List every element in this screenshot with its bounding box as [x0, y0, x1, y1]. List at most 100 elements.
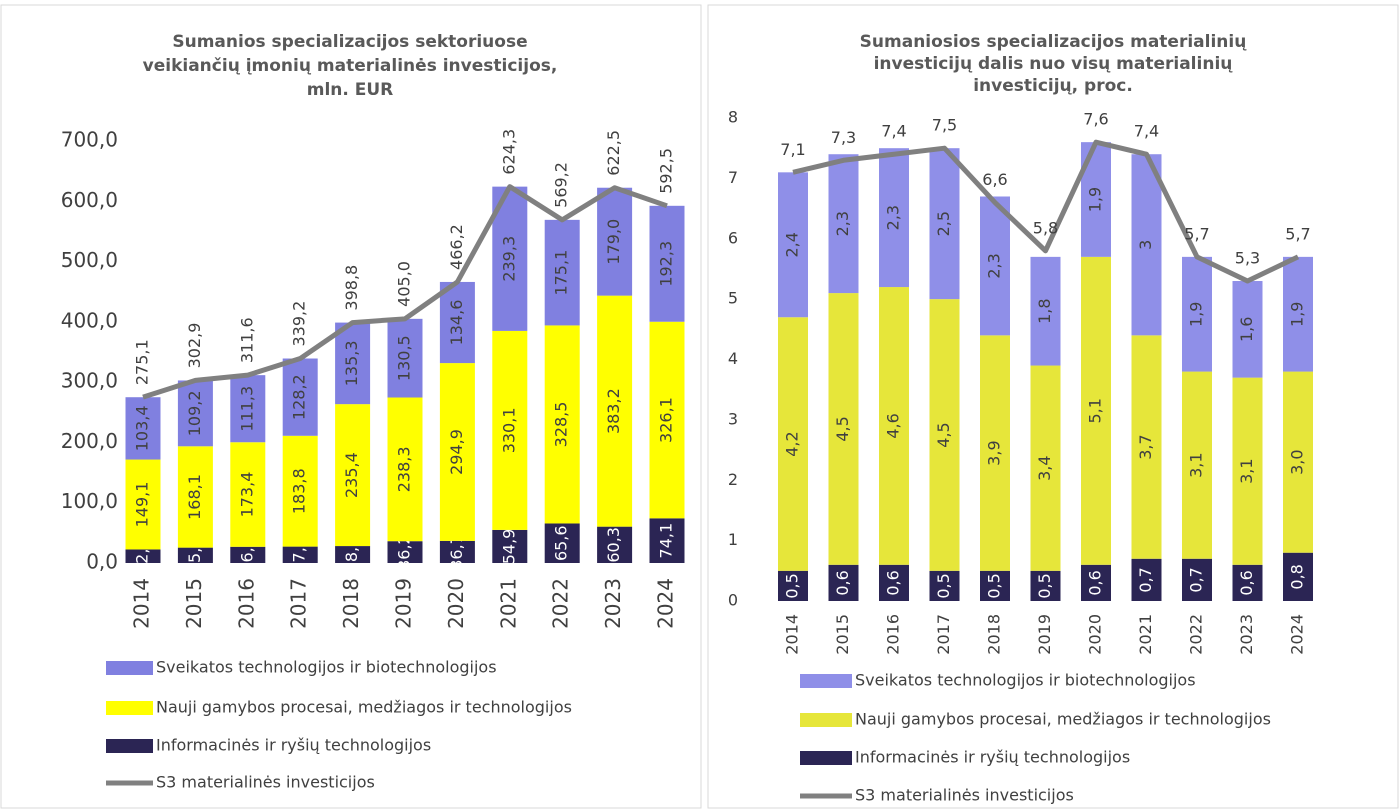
bar-segment	[929, 148, 960, 300]
data-label: 149,1	[133, 482, 152, 528]
bar-segment	[1283, 256, 1313, 372]
legend-label: S3 materialinės investicijos	[855, 786, 1074, 805]
data-label: 2,3	[884, 205, 903, 230]
bar-segment	[649, 205, 685, 322]
bar-segment	[828, 293, 859, 565]
y-tick-label: 500,0	[61, 248, 118, 272]
legend-label: Sveikatos technologijos ir biotechnologi…	[855, 671, 1196, 690]
bar-segment	[439, 363, 475, 541]
line-label: 466,2	[447, 224, 466, 270]
data-label: 0,6	[1086, 570, 1105, 595]
bar-segment	[778, 317, 808, 571]
data-label: 183,8	[290, 468, 309, 514]
x-tick-label: 2023	[601, 578, 625, 629]
x-tick-label: 2019	[392, 578, 416, 629]
chart-title: investicijų dalis nuo visų materialinių	[874, 54, 1234, 74]
data-label: 5,1	[1086, 398, 1105, 423]
bar-segment	[544, 325, 580, 524]
line-label: 7,6	[1083, 110, 1108, 129]
bar-segment	[778, 172, 808, 318]
x-tick-label: 2019	[1035, 614, 1054, 655]
bar-segment	[929, 570, 960, 601]
bar-segment	[1283, 552, 1313, 601]
y-tick-label: 100,0	[61, 489, 118, 513]
bar-segment	[1232, 377, 1263, 565]
chart-title: veikiančių įmonių materialinės investici…	[143, 56, 558, 76]
bar-segment	[282, 358, 318, 436]
bar-segment	[335, 404, 371, 547]
bar-segment	[649, 518, 685, 563]
data-label: 2,4	[783, 232, 802, 257]
data-label: 1,9	[1288, 301, 1307, 326]
bar-segment	[1131, 335, 1162, 559]
bar-segment	[1081, 564, 1111, 601]
data-label: 238,3	[395, 446, 414, 492]
bar-segment	[879, 287, 909, 565]
legend-swatch	[106, 701, 153, 715]
chart-title: investicijų, proc.	[973, 76, 1133, 96]
data-label: 175,1	[552, 250, 571, 296]
bar-segment	[1131, 154, 1162, 336]
line-label: 5,7	[1184, 224, 1209, 243]
chart-title: mln. EUR	[307, 80, 394, 100]
bar-segment	[282, 546, 318, 563]
line-label: 7,4	[1134, 122, 1159, 141]
bar-segment	[387, 397, 423, 542]
x-tick-label: 2024	[1288, 614, 1307, 655]
bar-segment	[387, 318, 423, 398]
bar-segment	[335, 546, 371, 563]
x-tick-label: 2022	[1187, 614, 1206, 655]
x-tick-label: 2014	[130, 578, 154, 629]
x-tick-label: 2018	[339, 578, 363, 629]
data-label: 3,4	[1035, 455, 1054, 480]
data-label: 330,1	[499, 407, 518, 453]
data-label: 74,1	[657, 523, 676, 559]
bar-segment	[828, 564, 859, 601]
bar-segment	[879, 148, 909, 288]
data-label: 0,5	[934, 573, 953, 598]
bar-segment	[439, 281, 475, 364]
data-label: 0,8	[1288, 564, 1307, 589]
data-label: 0,6	[884, 570, 903, 595]
line-label: 7,3	[831, 128, 856, 147]
legend-label: Informacinės ir ryšių technologijos	[156, 736, 431, 755]
bar-segment	[597, 526, 633, 563]
x-tick-label: 2016	[884, 614, 903, 655]
line-label: 7,5	[932, 116, 957, 135]
y-tick-label: 700,0	[61, 128, 118, 152]
data-label: 2,5	[934, 211, 953, 236]
y-tick-label: 0,0	[86, 550, 118, 574]
bar-segment	[879, 564, 909, 601]
data-label: 0,7	[1187, 567, 1206, 592]
y-tick-label: 300,0	[61, 369, 118, 393]
line-label: 275,1	[133, 339, 152, 385]
bar-segment	[177, 446, 213, 548]
bar-segment	[1283, 371, 1313, 553]
line-label: 398,8	[342, 265, 361, 311]
data-label: 0,6	[1237, 570, 1256, 595]
x-tick-label: 2024	[654, 578, 678, 629]
y-tick-label: 200,0	[61, 429, 118, 453]
bar-segment	[1030, 365, 1061, 571]
data-label: 3	[1136, 240, 1155, 250]
bar-segment	[544, 523, 580, 563]
bar-segment	[1232, 281, 1263, 378]
line-label: 624,3	[499, 129, 518, 175]
data-label: 0,6	[833, 570, 852, 595]
bar-segment	[335, 322, 371, 405]
x-tick-label: 2016	[234, 578, 258, 629]
data-label: 179,0	[604, 219, 623, 265]
x-tick-label: 2023	[1237, 614, 1256, 655]
x-tick-label: 2015	[833, 614, 852, 655]
bar-segment	[980, 335, 1010, 571]
x-tick-label: 2020	[444, 578, 468, 629]
bar-segment	[1030, 256, 1061, 366]
data-label: 1,8	[1035, 298, 1054, 323]
x-tick-label: 2022	[549, 578, 573, 629]
legend-swatch	[800, 713, 852, 727]
line-label: 5,7	[1285, 224, 1310, 243]
bar-segment	[230, 546, 266, 563]
legend-label: Sveikatos technologijos ir biotechnologi…	[156, 658, 497, 677]
data-label: 3,1	[1187, 452, 1206, 477]
